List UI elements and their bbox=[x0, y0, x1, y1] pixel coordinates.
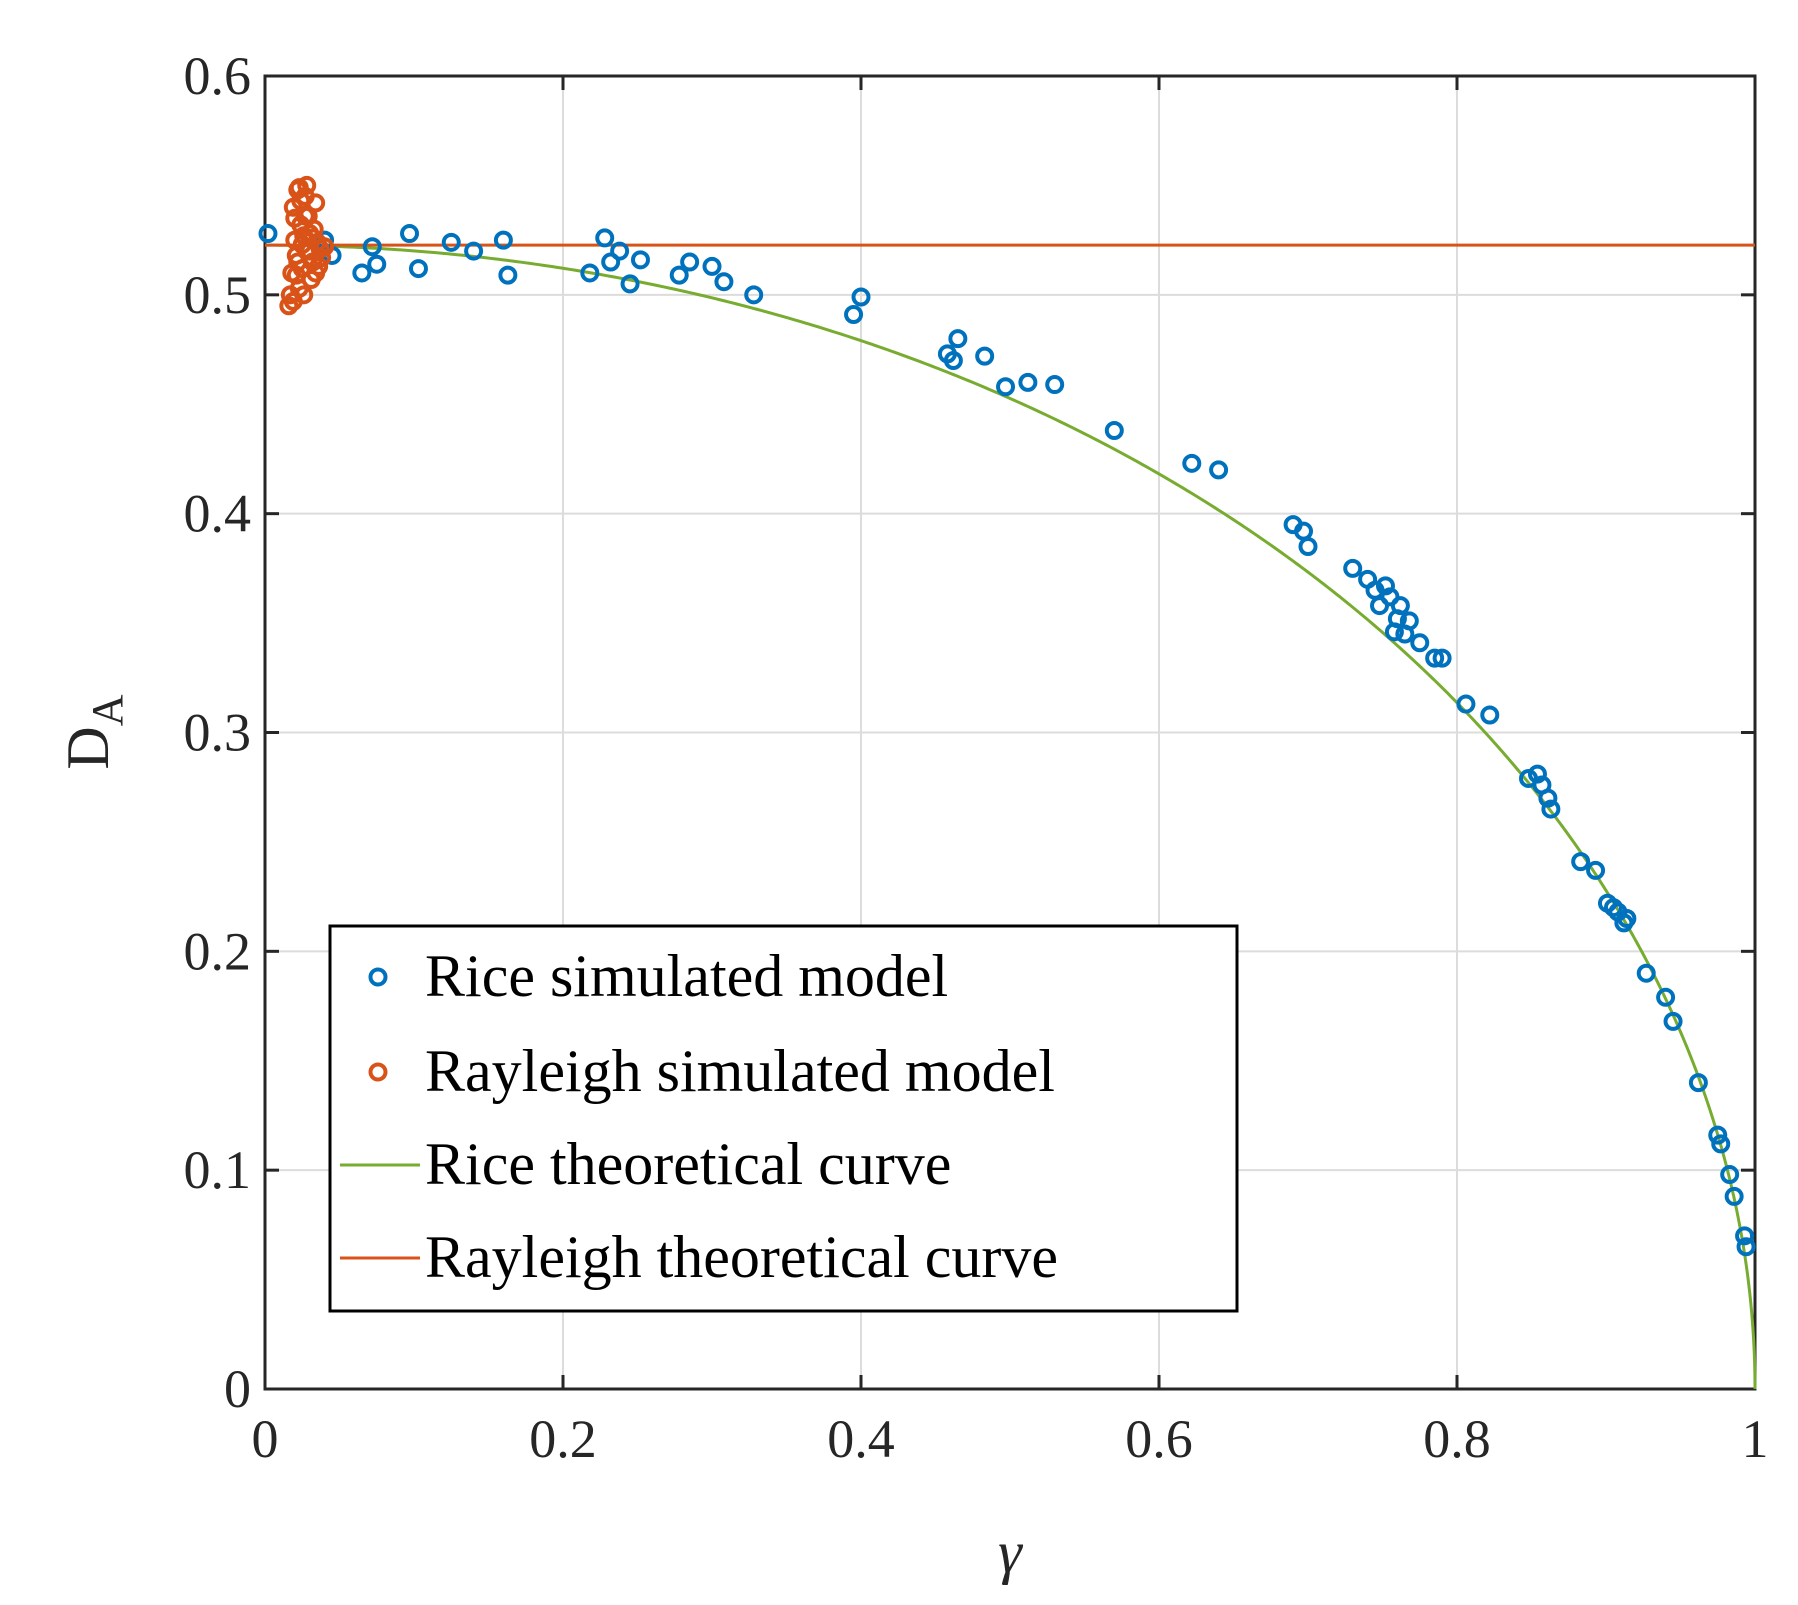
rice-point bbox=[948, 329, 968, 349]
rice-point bbox=[352, 263, 372, 283]
x-axis: 0 0.2 0.4 0.6 0.8 1 bbox=[252, 76, 1769, 1469]
rayleigh-point bbox=[295, 206, 315, 226]
x-tick-label: 0.2 bbox=[529, 1409, 597, 1469]
x-axis-label: γ bbox=[998, 1519, 1023, 1585]
rice-point bbox=[1045, 375, 1065, 395]
rice-point bbox=[1410, 633, 1430, 653]
rice-point bbox=[620, 274, 640, 294]
rice-point bbox=[1708, 1125, 1728, 1145]
y-tick-label: 0.1 bbox=[184, 1140, 252, 1200]
curves bbox=[265, 243, 1757, 1389]
rice-point bbox=[1711, 1134, 1731, 1154]
y-tick-label: 0.5 bbox=[184, 265, 252, 325]
rayleigh-point bbox=[285, 208, 305, 228]
rayleigh-point bbox=[283, 291, 303, 311]
rice-point bbox=[408, 259, 428, 279]
rice-point bbox=[580, 263, 600, 283]
rice-point bbox=[258, 224, 278, 244]
rice-point bbox=[1018, 372, 1038, 392]
rice-point bbox=[1390, 596, 1410, 616]
rice-point bbox=[1538, 788, 1558, 808]
rice-point bbox=[680, 252, 700, 272]
y-tick-label: 0.4 bbox=[184, 484, 252, 544]
rice-point bbox=[1736, 1237, 1756, 1257]
rice-point bbox=[1480, 705, 1500, 725]
rice-point bbox=[610, 241, 630, 261]
rice-theoretical-curve bbox=[265, 243, 1757, 1389]
rayleigh-point bbox=[286, 265, 306, 285]
rice-point bbox=[464, 241, 484, 261]
y-axis-label-subscript: A bbox=[83, 694, 132, 726]
rayleigh-point bbox=[303, 228, 323, 248]
rice-point bbox=[1656, 987, 1676, 1007]
rice-point bbox=[1603, 898, 1623, 918]
rice-point bbox=[1399, 611, 1419, 631]
rayleigh-point bbox=[312, 248, 332, 268]
rice-point bbox=[943, 350, 963, 370]
rice-point bbox=[714, 272, 734, 292]
rice-point bbox=[367, 254, 387, 274]
rice-point bbox=[1432, 648, 1452, 668]
y-tick-label: 0.6 bbox=[184, 46, 252, 106]
rice-point bbox=[844, 305, 864, 325]
legend-rayleigh-simulated-marker bbox=[368, 1062, 388, 1082]
rice-point bbox=[1663, 1011, 1683, 1031]
y-axis-label-main: D bbox=[55, 726, 121, 769]
x-tick-label: 1 bbox=[1742, 1409, 1769, 1469]
rice-point bbox=[400, 224, 420, 244]
rayleigh-point bbox=[315, 237, 335, 257]
rayleigh-point bbox=[289, 178, 309, 198]
legend-rice-simulated-marker bbox=[368, 967, 388, 987]
legend: Rice simulated model Rayleigh simulated … bbox=[328, 924, 1239, 1313]
rice-point bbox=[1617, 909, 1637, 929]
y-tick-label: 0.3 bbox=[184, 703, 252, 763]
x-tick-label: 0 bbox=[252, 1409, 279, 1469]
rice-point bbox=[851, 287, 871, 307]
x-tick-label: 0.4 bbox=[827, 1409, 895, 1469]
rice-point bbox=[362, 237, 382, 257]
legend-rice-theoretical-label: Rice theoretical curve bbox=[425, 1131, 951, 1197]
rice-point bbox=[498, 265, 518, 285]
rice-point bbox=[441, 232, 461, 252]
rice-point bbox=[493, 230, 513, 250]
rice-point bbox=[601, 252, 621, 272]
rice-point bbox=[1425, 648, 1445, 668]
y-axis: 0 0.1 0.2 0.3 0.4 0.5 0.6 bbox=[184, 46, 1755, 1419]
rice-point bbox=[1104, 421, 1124, 441]
rice-point bbox=[1343, 558, 1363, 578]
rice-point bbox=[1735, 1226, 1755, 1246]
rice-point bbox=[1720, 1165, 1740, 1185]
rice-point bbox=[1688, 1073, 1708, 1093]
legend-rice-simulated-label: Rice simulated model bbox=[425, 943, 948, 1009]
rice-point bbox=[595, 228, 615, 248]
rice-point bbox=[996, 377, 1016, 397]
rayleigh-point bbox=[306, 263, 326, 283]
rice-point bbox=[669, 265, 689, 285]
rice-point bbox=[1456, 694, 1476, 714]
markers bbox=[258, 175, 1756, 1257]
rice-point bbox=[1209, 460, 1229, 480]
y-tick-label: 0 bbox=[224, 1359, 251, 1419]
x-tick-label: 0.8 bbox=[1423, 1409, 1491, 1469]
rice-point bbox=[744, 285, 764, 305]
legend-rayleigh-simulated-label: Rayleigh simulated model bbox=[425, 1038, 1055, 1104]
legend-box bbox=[328, 924, 1239, 1313]
rice-point bbox=[1724, 1186, 1744, 1206]
rice-point bbox=[1636, 963, 1656, 983]
y-axis-label: DA bbox=[55, 694, 132, 769]
rice-point bbox=[702, 256, 722, 276]
rice-point bbox=[1298, 536, 1318, 556]
rice-point bbox=[1182, 453, 1202, 473]
x-tick-label: 0.6 bbox=[1125, 1409, 1193, 1469]
y-tick-label: 0.2 bbox=[184, 921, 252, 981]
rice-point bbox=[630, 250, 650, 270]
rice-point bbox=[1586, 860, 1606, 880]
legend-rayleigh-theoretical-label: Rayleigh theoretical curve bbox=[425, 1224, 1058, 1290]
rayleigh-point bbox=[279, 296, 299, 316]
rice-point bbox=[975, 346, 995, 366]
rice-point bbox=[1541, 799, 1561, 819]
rice-point bbox=[1571, 852, 1591, 872]
